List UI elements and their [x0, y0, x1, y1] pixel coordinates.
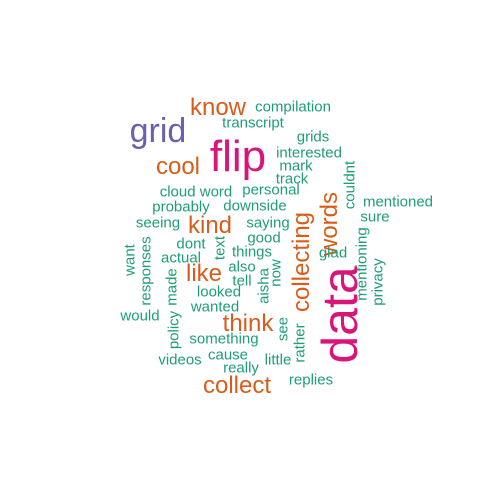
word-policy: policy [165, 310, 183, 350]
word-something: something [189, 330, 259, 348]
word-grid: grid [129, 112, 187, 150]
word-mark: mark [279, 157, 313, 175]
word-compilation: compilation [255, 98, 331, 116]
word-want: want [121, 244, 139, 276]
word-kind: kind [187, 212, 233, 239]
word-responses: responses [137, 236, 155, 306]
word-think: think [222, 310, 274, 337]
word-actual: actual [160, 249, 202, 267]
word-would: would [120, 307, 160, 325]
word-good: good [247, 229, 281, 247]
word-seeing: seeing [135, 214, 181, 232]
word-couldnt: couldnt [341, 160, 359, 210]
word-grids: grids [296, 128, 330, 146]
word-like: like [185, 260, 223, 287]
word-privacy: privacy [369, 258, 387, 306]
word-downside: downside [223, 197, 287, 215]
word-things: things [231, 243, 273, 261]
word-made: made [163, 268, 181, 306]
word-cause: cause [207, 346, 249, 364]
word-also: also [228, 258, 256, 276]
word-now: now [267, 259, 285, 287]
word-wanted: wanted [190, 298, 240, 316]
word-cloud-word: cloud word [159, 183, 233, 201]
word-flip: flip [209, 132, 267, 181]
word-saying: saying [246, 214, 290, 232]
word-dont: dont [176, 235, 206, 253]
word-mentioning: mentioning [353, 227, 371, 301]
word-replies: replies [288, 371, 334, 389]
word-text: text [211, 235, 229, 261]
word-rather: rather [291, 323, 309, 363]
word-personal: personal [242, 181, 300, 199]
word-videos: videos [158, 351, 202, 369]
word-little: little [264, 351, 292, 369]
word-glad: glad [318, 244, 348, 262]
word-sure: sure [360, 208, 390, 226]
word-interested: interested [276, 144, 342, 162]
word-transcript: transcript [222, 114, 284, 132]
word-track: track [275, 170, 309, 188]
word-really: really [223, 359, 259, 377]
word-cool: cool [155, 153, 201, 180]
word-mentioned: mentioned [362, 193, 434, 211]
word-see: see [274, 316, 292, 342]
word-looked: looked [196, 283, 242, 301]
word-tell: tell [232, 272, 252, 290]
word-collecting: collecting [288, 211, 315, 313]
word-know: know [189, 94, 247, 121]
word-collect: collect [202, 372, 272, 399]
word-probably: probably [152, 198, 210, 216]
